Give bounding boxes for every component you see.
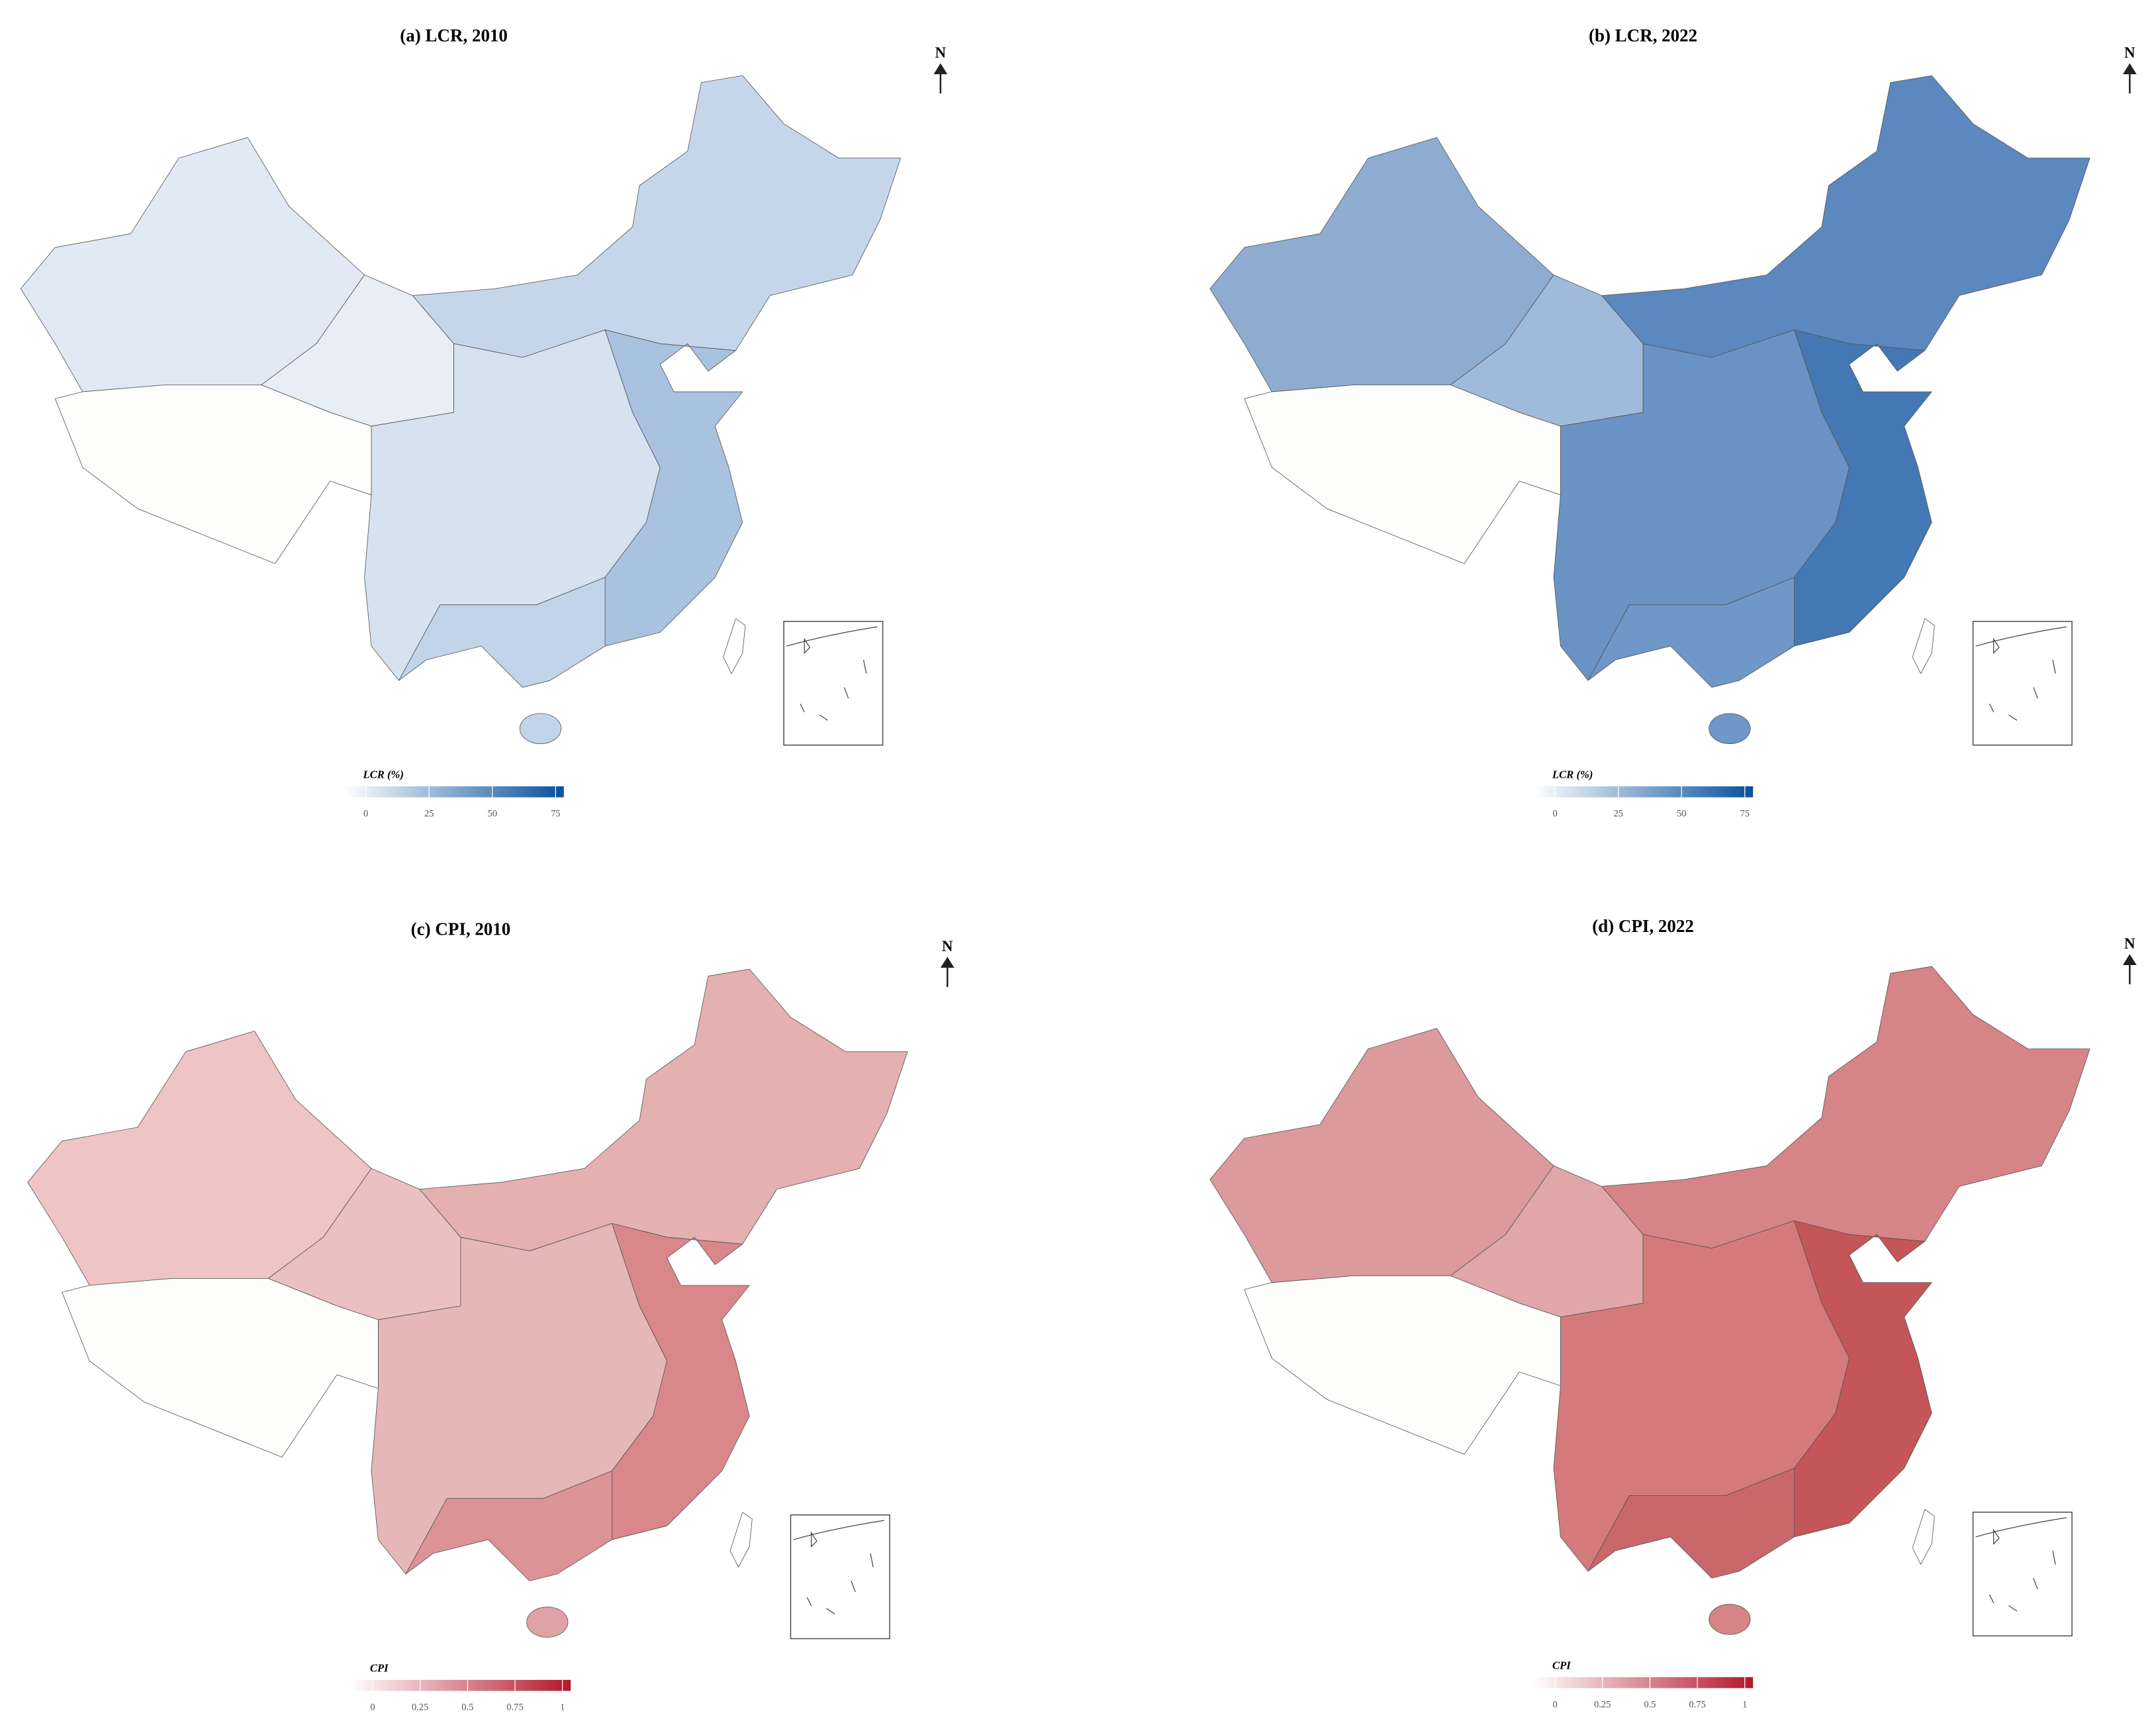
inset-outline <box>1975 626 2067 721</box>
legend-tick-label: 0.5 <box>461 1702 473 1713</box>
region <box>419 968 908 1252</box>
legend-tick-label: 25 <box>1613 809 1623 819</box>
legend-tick-label: 0 <box>363 809 368 819</box>
north-label: N <box>942 938 953 954</box>
legend-tick-label: 1 <box>1742 1699 1747 1710</box>
taiwan <box>723 618 746 674</box>
legend-tick-label: 0.25 <box>412 1702 428 1713</box>
legend-bar <box>350 1679 571 1691</box>
legend-bar <box>1532 786 1754 798</box>
panel-title: (a) LCR, 2010 <box>400 25 508 45</box>
north-label: N <box>2124 44 2135 61</box>
north-arrow-head <box>2122 63 2137 75</box>
legend-tick-label: 0.75 <box>1689 1699 1705 1710</box>
taiwan <box>1912 1508 1935 1565</box>
map-panel: (c) CPI, 2010 N CPI 0 0.25 0.5 0.75 1 <box>27 919 955 1713</box>
legend-tick-label: 0 <box>1553 809 1558 819</box>
inset-box <box>1972 621 2073 746</box>
panel-title: (d) CPI, 2022 <box>1592 916 1694 936</box>
legend-tick-label: 75 <box>551 809 561 819</box>
inset-box <box>783 621 884 746</box>
north-arrow-head <box>2122 954 2137 965</box>
legend-bar <box>344 786 564 798</box>
legend-tick-label: 75 <box>1740 809 1750 819</box>
region <box>405 1470 612 1581</box>
legend-tick-label: 50 <box>1677 809 1687 819</box>
region <box>1244 1275 1561 1455</box>
legend-tick-label: 25 <box>424 809 434 819</box>
legend-bar <box>1532 1677 1754 1689</box>
panel-title: (b) LCR, 2022 <box>1589 25 1697 45</box>
map-panel: (b) LCR, 2022 N LCR (%) 0 25 50 75 <box>1209 25 2137 819</box>
inset-outline <box>793 1520 884 1614</box>
region <box>604 330 743 647</box>
taiwan <box>1912 618 1935 674</box>
legend-tick-label: 50 <box>487 809 497 819</box>
legend-tick-label: 1 <box>560 1702 565 1713</box>
legend-tick-label: 0.25 <box>1594 1699 1611 1710</box>
hainan <box>526 1606 569 1638</box>
hainan <box>1709 713 1751 744</box>
inset-outline <box>1975 1517 2067 1612</box>
region <box>62 1278 379 1458</box>
region <box>54 385 372 564</box>
panel-title: (c) CPI, 2010 <box>411 919 511 939</box>
legend-tick-label: 0.5 <box>1644 1699 1656 1710</box>
region <box>1794 1220 1932 1538</box>
north-label: N <box>935 44 947 61</box>
north-arrow-head <box>933 63 948 75</box>
region <box>1601 75 2090 358</box>
legend-tick-label: 0.75 <box>506 1702 523 1713</box>
legend-tick-label: 0 <box>370 1702 375 1713</box>
region <box>1587 577 1795 688</box>
inset-box <box>790 1514 890 1640</box>
region <box>1587 1467 1795 1579</box>
map-panel: (d) CPI, 2022 N CPI 0 0.25 0.5 0.75 1 <box>1209 916 2137 1710</box>
map-panel: (a) LCR, 2010 N LCR (%) 0 25 50 75 <box>20 25 948 819</box>
region <box>1244 385 1561 564</box>
legend-title: CPI <box>1552 1659 1571 1671</box>
taiwan <box>729 1512 753 1568</box>
hainan <box>519 713 562 744</box>
region <box>398 577 606 688</box>
inset-outline <box>786 626 878 721</box>
legend-tick-label: 0 <box>1553 1699 1558 1710</box>
inset-box <box>1972 1511 2073 1637</box>
region <box>612 1223 750 1540</box>
north-arrow-head <box>940 956 955 968</box>
region <box>1601 966 2090 1249</box>
legend-title: LCR (%) <box>363 768 404 781</box>
region <box>1794 330 1932 647</box>
legend-title: LCR (%) <box>1552 768 1593 781</box>
region <box>412 75 902 358</box>
hainan <box>1709 1604 1751 1635</box>
north-label: N <box>2124 935 2135 952</box>
legend-title: CPI <box>370 1661 389 1674</box>
